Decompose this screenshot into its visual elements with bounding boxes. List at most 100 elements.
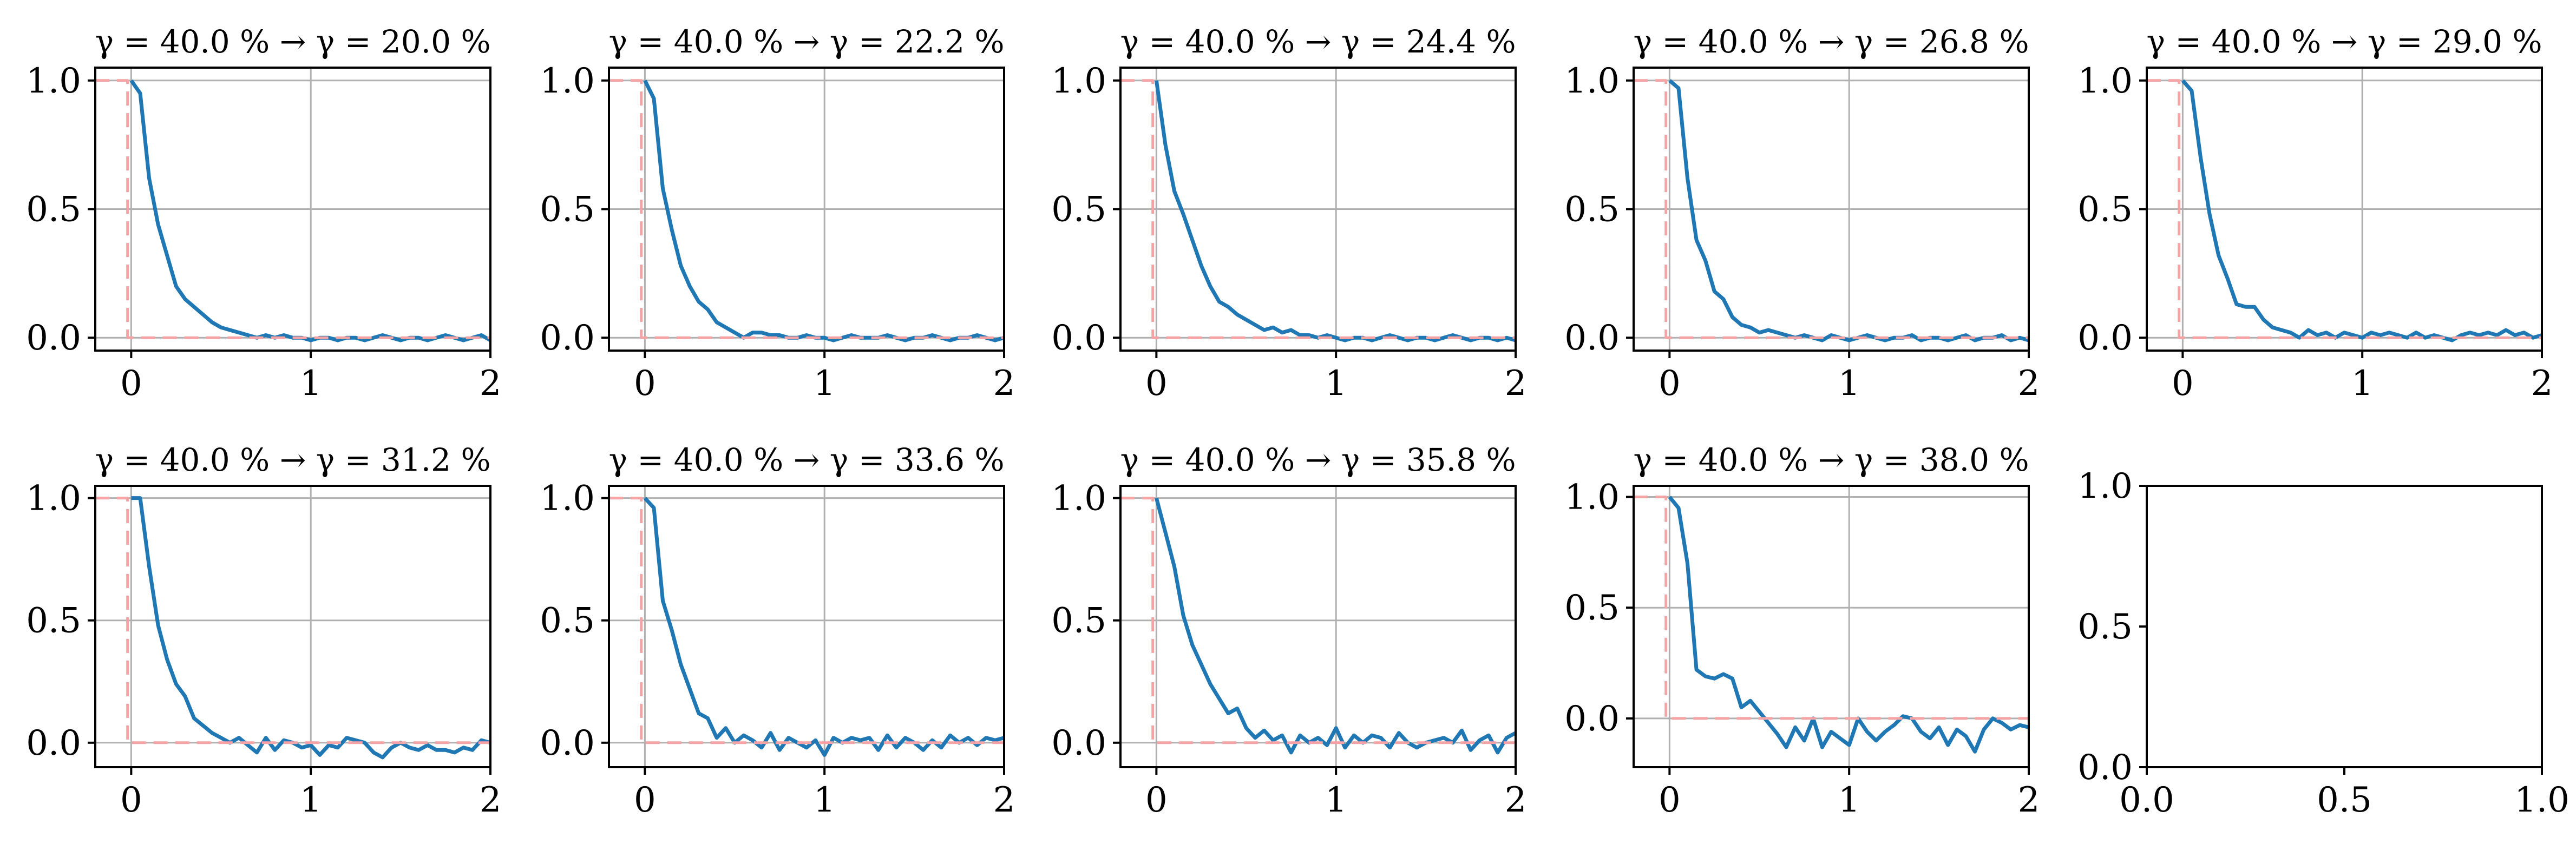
- y-tick-label: 1.0: [26, 479, 81, 519]
- reference-step-line: [2147, 79, 2542, 339]
- reference-step-line: [1634, 79, 2029, 339]
- x-tick-label: 0: [1659, 780, 1681, 820]
- panel-title: γ = 40.0 % → γ = 20.0 %: [95, 23, 490, 60]
- x-tick-label: 0: [120, 364, 142, 404]
- reference-step-line: [1634, 496, 2029, 720]
- x-tick-label: 0: [634, 364, 656, 404]
- y-tick-label: 0.0: [1564, 699, 1620, 739]
- x-tick-label: 2: [2018, 780, 2040, 820]
- x-tick-label: 2: [480, 364, 502, 404]
- panel-4: 0 1 2 0.0 0.5 1.0 γ = 40.0 % → γ = 26.8 %: [1564, 23, 2040, 404]
- response-line: [1668, 496, 2029, 754]
- panel-title: γ = 40.0 % → γ = 33.6 %: [608, 441, 1004, 478]
- y-tick-label: 0.5: [1564, 588, 1620, 628]
- response-line: [2181, 79, 2542, 342]
- y-tick-label: 0.5: [1051, 601, 1106, 641]
- x-tick-label: 0: [1659, 364, 1681, 404]
- panel-9: 0 1 2 0.0 0.5 1.0 γ = 40.0 % → γ = 38.0 %: [1564, 441, 2040, 820]
- y-tick-label: 1.0: [26, 61, 81, 101]
- y-tick-label: 0.5: [1564, 190, 1620, 230]
- panel-3: 0 1 2 0.0 0.5 1.0 γ = 40.0 % → γ = 24.4 %: [1051, 23, 1526, 404]
- y-tick-label: 0.5: [26, 601, 81, 641]
- response-line: [131, 496, 491, 760]
- y-tick-label: 0.5: [2077, 607, 2133, 647]
- x-tick-label: 2: [2018, 364, 2040, 404]
- y-tick-label: 1.0: [1051, 479, 1106, 519]
- x-tick-label: 1: [300, 780, 322, 820]
- y-tick-label: 1.0: [2077, 466, 2133, 506]
- panel-1: 0 1 2 0.0 0.5 1.0 γ = 40.0 % → γ = 20.0 %: [26, 23, 501, 404]
- axes-frame: [94, 485, 491, 768]
- y-tick-label: 0.5: [1051, 190, 1106, 230]
- x-tick-label: 1: [814, 364, 836, 404]
- x-tick-label: 0: [1145, 364, 1168, 404]
- x-tick-label: 2: [1505, 364, 1527, 404]
- x-tick-label: 1: [300, 364, 322, 404]
- y-tick-label: 0.5: [26, 190, 81, 230]
- panel-10: 0.0 0.5 1.0 0.0 0.5 1.0: [2077, 466, 2570, 820]
- reference-step-line: [1120, 497, 1516, 744]
- x-tick-label: 2: [993, 780, 1015, 820]
- x-tick-label: 0.0: [2119, 780, 2174, 820]
- y-tick-label: 1.0: [1564, 61, 1620, 101]
- panel-6: 0 1 2 0.0 0.5 1.0 γ = 40.0 % → γ = 31.2 %: [26, 441, 501, 820]
- panel-7: 0 1 2 0.0 0.5 1.0 γ = 40.0 % → γ = 33.6 %: [540, 441, 1015, 820]
- x-tick-label: 0: [1145, 780, 1168, 820]
- x-tick-label: 1: [1325, 364, 1347, 404]
- y-tick-label: 1.0: [540, 61, 595, 101]
- axes-frame: [1633, 485, 2030, 768]
- panel-title: γ = 40.0 % → γ = 24.4 %: [1120, 23, 1516, 60]
- response-line: [1155, 497, 1517, 755]
- y-tick-label: 0.0: [2077, 318, 2133, 358]
- y-tick-label: 0.0: [1564, 318, 1620, 358]
- x-tick-label: 0: [120, 780, 142, 820]
- x-tick-label: 1: [2351, 364, 2374, 404]
- x-tick-label: 2: [1505, 780, 1527, 820]
- y-tick-label: 0.0: [1051, 723, 1106, 763]
- x-tick-label: 2: [2531, 364, 2553, 404]
- response-line: [129, 79, 491, 342]
- reference-step-line: [609, 79, 1004, 339]
- y-tick-label: 0.0: [540, 723, 595, 763]
- y-tick-label: 0.5: [540, 601, 595, 641]
- panel-title: γ = 40.0 % → γ = 38.0 %: [1633, 441, 2029, 478]
- x-tick-label: 1: [1838, 364, 1860, 404]
- y-tick-label: 0.0: [540, 318, 595, 358]
- x-tick-label: 2: [480, 780, 502, 820]
- axes-frame: [2146, 485, 2543, 768]
- response-line: [1154, 80, 1516, 342]
- panel-title: γ = 40.0 % → γ = 35.8 %: [1120, 441, 1516, 478]
- y-tick-label: 0.5: [2077, 190, 2133, 230]
- y-tick-label: 1.0: [1564, 477, 1620, 517]
- y-tick-label: 1.0: [540, 479, 595, 519]
- reference-step-line: [1120, 79, 1516, 339]
- axes-frame: [1119, 485, 1517, 768]
- y-tick-label: 1.0: [2077, 61, 2133, 101]
- x-tick-label: 1: [814, 780, 836, 820]
- panel-8: 0 1 2 0.0 0.5 1.0 γ = 40.0 % → γ = 35.8 %: [1051, 441, 1526, 820]
- x-tick-label: 2: [993, 364, 1015, 404]
- y-tick-label: 0.0: [2077, 748, 2133, 788]
- x-tick-label: 0: [634, 780, 656, 820]
- x-tick-label: 0.5: [2317, 780, 2372, 820]
- panel-5: 0 1 2 0.0 0.5 1.0 γ = 40.0 % → γ = 29.0 %: [2077, 23, 2553, 404]
- x-tick-label: 0: [2172, 364, 2194, 404]
- panel-title: γ = 40.0 % → γ = 29.0 %: [2146, 23, 2542, 60]
- x-tick-label: 1.0: [2514, 780, 2570, 820]
- panel-title: γ = 40.0 % → γ = 22.2 %: [608, 23, 1004, 60]
- panel-2: 0 1 2 0.0 0.5 1.0 γ = 40.0 % → γ = 22.2 %: [540, 23, 1015, 404]
- y-tick-label: 0.0: [1051, 318, 1106, 358]
- y-tick-label: 0.5: [540, 190, 595, 230]
- reference-step-line: [609, 497, 1004, 744]
- response-line: [643, 497, 1005, 757]
- panel-title: γ = 40.0 % → γ = 26.8 %: [1633, 23, 2029, 60]
- reference-step-line: [95, 79, 490, 339]
- x-tick-label: 1: [1838, 780, 1860, 820]
- y-tick-label: 0.0: [26, 723, 81, 763]
- axes-frame: [608, 485, 1005, 768]
- y-tick-label: 0.0: [26, 318, 81, 358]
- reference-step-line: [95, 497, 490, 744]
- panel-title: γ = 40.0 % → γ = 31.2 %: [95, 441, 490, 478]
- x-tick-label: 1: [1325, 780, 1347, 820]
